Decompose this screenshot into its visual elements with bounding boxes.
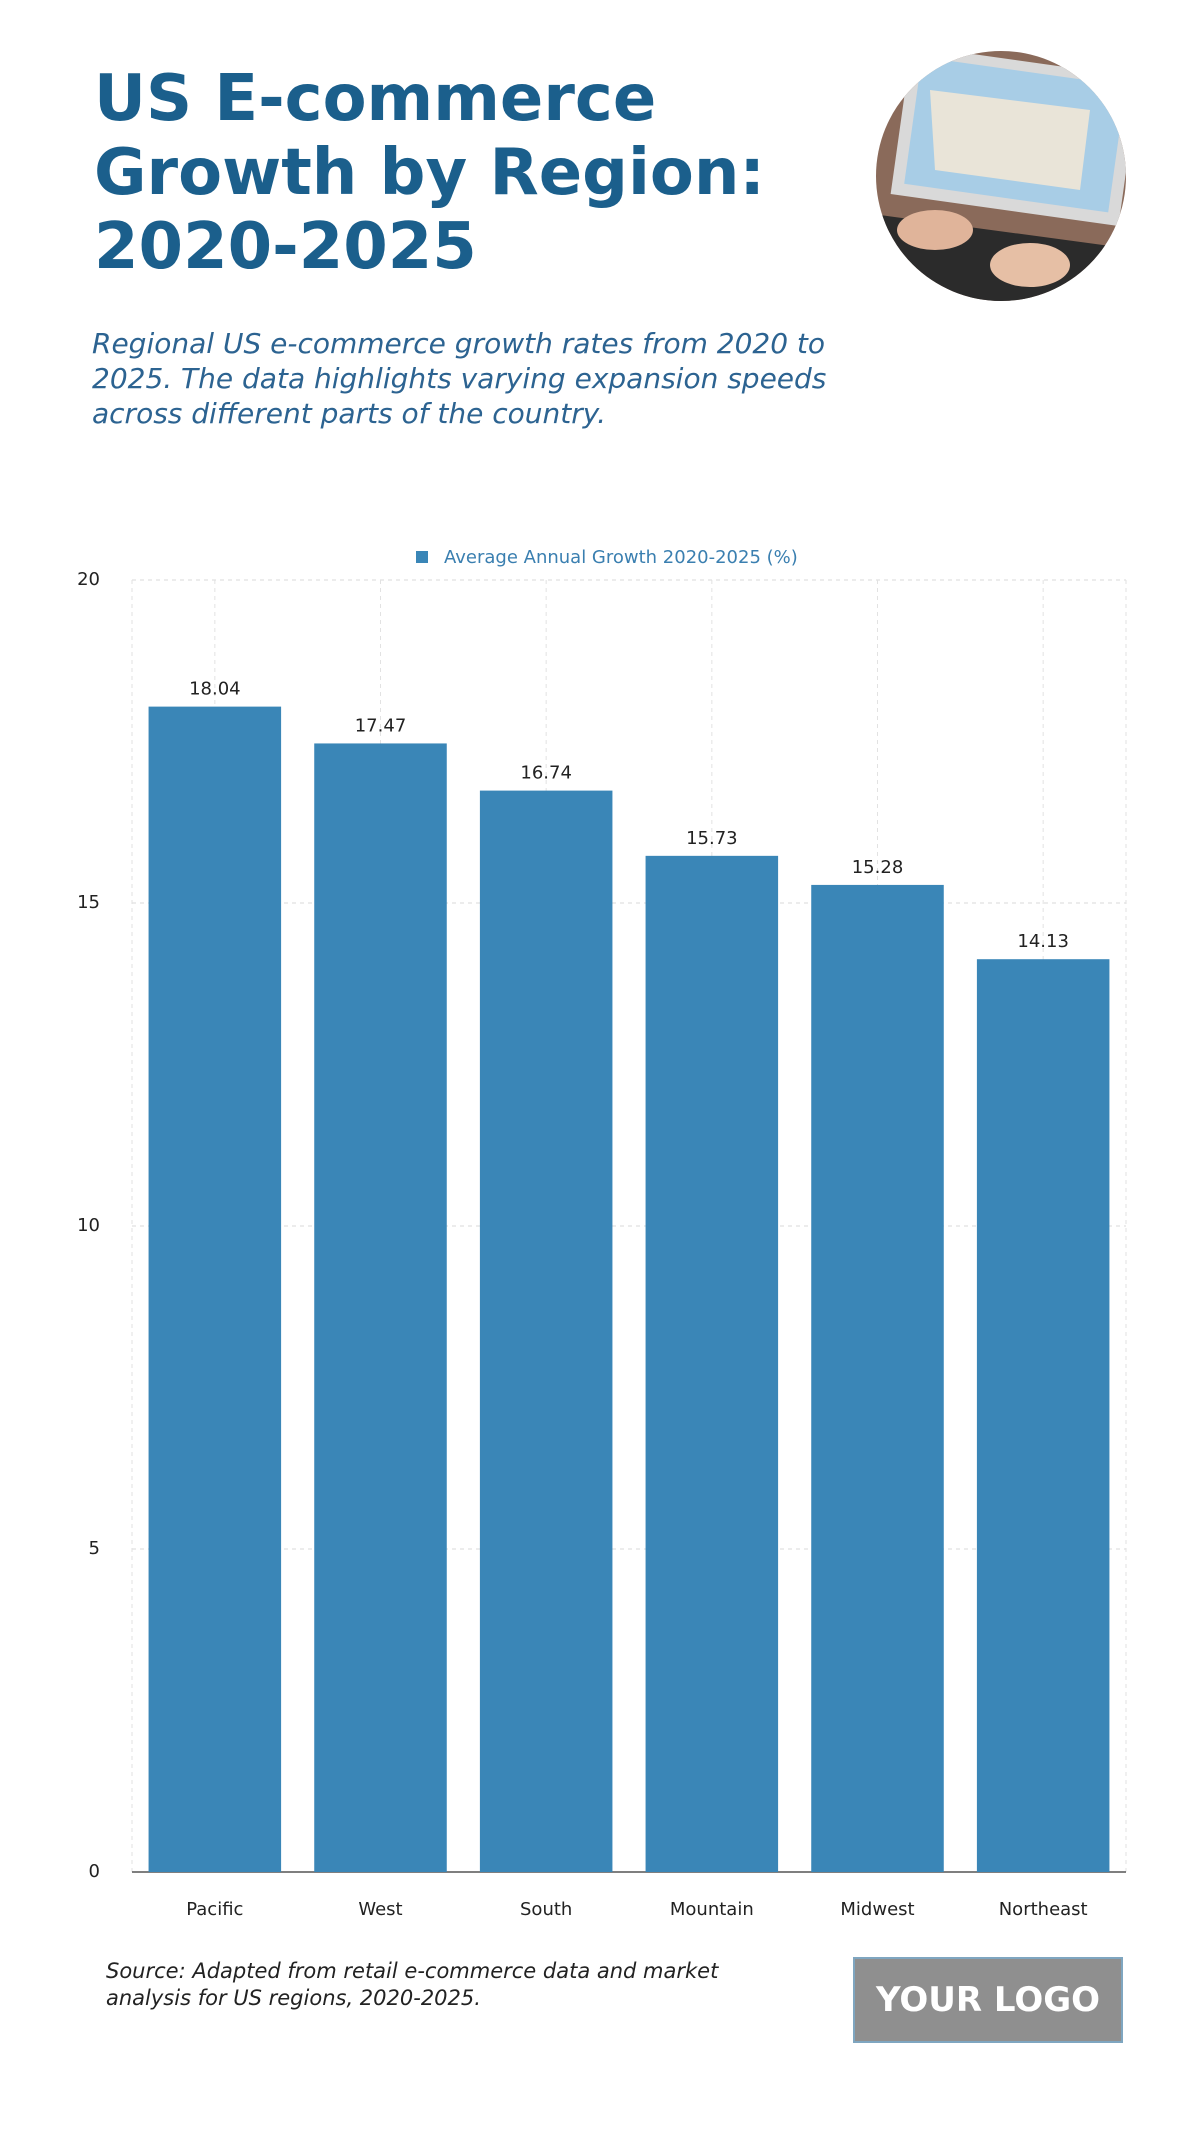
data-label: 15.28 — [852, 857, 904, 878]
logo: YOUR LOGO — [853, 1957, 1123, 2043]
bar — [645, 855, 779, 1872]
x-tick-label: Pacific — [186, 1899, 243, 1920]
data-label: 18.04 — [189, 679, 241, 700]
bar — [811, 884, 944, 1872]
y-tick-label: 10 — [77, 1215, 100, 1236]
y-tick-label: 15 — [77, 892, 100, 913]
data-label: 17.47 — [355, 715, 407, 736]
y-tick-label: 20 — [77, 569, 100, 590]
x-tick-label: South — [520, 1899, 572, 1920]
bar — [976, 959, 1110, 1872]
data-label: 15.73 — [686, 828, 738, 849]
source-note: Source: Adapted from retail e-commerce d… — [106, 1959, 719, 2010]
data-label: 14.13 — [1017, 931, 1069, 952]
x-tick-label: Midwest — [840, 1899, 914, 1920]
chart-title: US E-commerce Growth by Region: 2020-202… — [94, 62, 765, 284]
x-tick-label: Northeast — [999, 1899, 1088, 1920]
x-tick-label: West — [358, 1899, 402, 1920]
legend-swatch — [416, 551, 428, 563]
y-tick-label: 0 — [89, 1861, 100, 1882]
legend-label: Average Annual Growth 2020-2025 (%) — [444, 547, 798, 568]
chart-subtitle: Regional US e-commerce growth rates from… — [92, 327, 827, 430]
data-label: 16.74 — [520, 763, 572, 784]
photo — [876, 51, 1126, 301]
y-tick-label: 5 — [89, 1538, 100, 1559]
x-tick-label: Mountain — [670, 1899, 754, 1920]
bar — [148, 706, 282, 1873]
bar — [314, 743, 447, 1872]
bar — [479, 790, 613, 1873]
